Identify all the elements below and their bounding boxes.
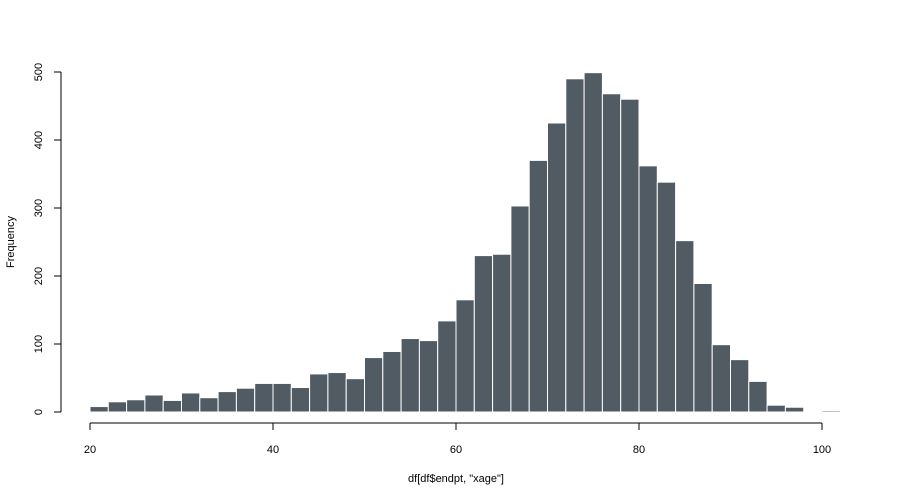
histogram-bar bbox=[455, 299, 475, 413]
histogram-bar bbox=[144, 394, 164, 413]
histogram-bar bbox=[675, 240, 695, 413]
y-tick-label: 300 bbox=[33, 199, 45, 217]
histogram-bar bbox=[638, 165, 658, 413]
histogram-bar bbox=[126, 399, 146, 413]
histogram-bar bbox=[784, 406, 805, 413]
histogram-bar bbox=[199, 397, 219, 413]
x-tick-label: 60 bbox=[450, 444, 462, 456]
y-tick-label: 400 bbox=[33, 131, 45, 149]
y-tick-label: 100 bbox=[33, 335, 45, 353]
x-tick-label: 40 bbox=[267, 444, 279, 456]
x-tick-label: 20 bbox=[84, 444, 96, 456]
histogram-bar bbox=[711, 344, 732, 413]
histogram-bar bbox=[748, 380, 768, 413]
histogram-bar bbox=[290, 387, 311, 413]
histogram-bar bbox=[254, 382, 274, 413]
histogram-bar bbox=[162, 399, 182, 413]
histogram-bar bbox=[181, 392, 201, 413]
y-tick-label: 0 bbox=[33, 409, 45, 415]
histogram-bar bbox=[107, 401, 128, 413]
histogram-bar bbox=[473, 255, 494, 413]
histogram-bar bbox=[492, 253, 512, 413]
histogram-bar bbox=[327, 372, 347, 413]
histogram-bar bbox=[437, 320, 457, 413]
histogram-bar bbox=[418, 340, 439, 413]
histogram-bar bbox=[400, 338, 420, 413]
histogram-bar bbox=[620, 98, 640, 413]
histogram-bar bbox=[235, 387, 256, 413]
histogram-bar bbox=[821, 410, 841, 413]
histogram-bar bbox=[766, 404, 786, 413]
x-axis-ticks: 20 40 60 80 100 bbox=[84, 423, 831, 456]
x-tick-label: 80 bbox=[633, 444, 645, 456]
y-tick-label: 200 bbox=[33, 267, 45, 285]
histogram-bar bbox=[528, 159, 549, 413]
histogram-bar bbox=[547, 122, 567, 413]
y-axis-ticks: 0 100 200 300 400 500 bbox=[33, 63, 61, 415]
bars-group bbox=[89, 72, 841, 413]
histogram-bar bbox=[89, 406, 109, 413]
histogram-bar bbox=[565, 78, 585, 413]
y-axis-title: Frequency bbox=[5, 216, 17, 268]
histogram-bar bbox=[730, 359, 750, 413]
histogram-bar bbox=[693, 282, 713, 413]
x-axis-title: df[df$endpt, "xage"] bbox=[408, 473, 504, 485]
y-tick-label: 500 bbox=[33, 63, 45, 81]
histogram-bar bbox=[309, 373, 329, 413]
histogram-bar bbox=[345, 378, 366, 413]
histogram-bar bbox=[601, 93, 622, 413]
histogram-bar bbox=[583, 72, 603, 413]
histogram-bar bbox=[382, 350, 402, 413]
histogram-bar bbox=[656, 181, 677, 413]
histogram-bar bbox=[272, 382, 292, 413]
histogram-bar bbox=[364, 357, 384, 413]
histogram-bar bbox=[217, 391, 237, 413]
x-tick-label: 100 bbox=[813, 444, 831, 456]
histogram-bar bbox=[510, 205, 530, 413]
